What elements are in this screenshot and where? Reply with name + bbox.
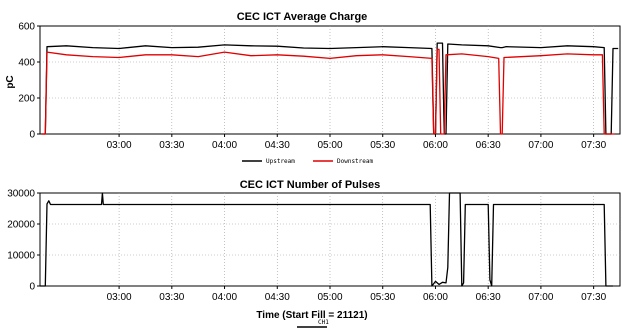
0-x-tick-label: 03:30 xyxy=(159,140,184,151)
0-x-tick-label: 07:00 xyxy=(528,140,553,151)
0-x-tick-label: 03:00 xyxy=(107,140,132,151)
1-y-tick-label: 20000 xyxy=(7,220,35,231)
0-x-tick-label: 04:30 xyxy=(265,140,290,151)
legend-number-of-pulses: CH1 xyxy=(297,319,329,328)
y-ticks-average-charge: 0 200 400 600 xyxy=(18,22,40,141)
1-x-tick-label: 04:30 xyxy=(265,292,290,303)
0-x-tick-label: 05:30 xyxy=(370,140,395,151)
1-x-tick-label: 05:00 xyxy=(317,292,342,303)
0-x-tick-label: 06:00 xyxy=(423,140,448,151)
0-y-tick-label: 600 xyxy=(18,22,35,33)
legend-label-downstream: Downstream xyxy=(337,158,374,165)
x-axis-label-time: Time (Start Fill = 21121) xyxy=(256,310,367,321)
0-y-tick-label: 0 xyxy=(29,130,35,141)
1-x-tick-label: 07:00 xyxy=(528,292,553,303)
chart-title-average-charge: CEC ICT Average Charge xyxy=(237,11,368,23)
1-y-tick-label: 30000 xyxy=(7,189,35,200)
series-line-downstream xyxy=(41,48,615,135)
x-ticks-average-charge: 03:00 03:30 04:00 04:30 05:00 05:30 06:00 06:30… xyxy=(107,134,607,151)
legend-label-upstream: Upstream xyxy=(266,158,295,165)
0-x-tick-label: 05:00 xyxy=(317,140,342,151)
0-x-tick-label: 06:30 xyxy=(476,140,501,151)
1-x-tick-label: 06:00 xyxy=(423,292,448,303)
1-x-tick-label: 05:30 xyxy=(370,292,395,303)
plot-frame-number-of-pulses xyxy=(39,192,621,287)
1-x-tick-label: 04:00 xyxy=(212,292,237,303)
number-of-pulses-chart: CEC ICT Number of Pulses 03:00 03:30 04:00… xyxy=(7,179,621,328)
series-group-number-of-pulses xyxy=(40,192,613,287)
series-line-ch1 xyxy=(40,192,613,287)
0-x-tick-label: 04:00 xyxy=(212,140,237,151)
1-x-tick-label: 03:30 xyxy=(159,292,184,303)
chart-title-number-of-pulses: CEC ICT Number of Pulses xyxy=(240,179,381,191)
1-y-tick-label: 0 xyxy=(29,282,35,293)
0-x-tick-label: 07:30 xyxy=(581,140,606,151)
0-y-tick-label: 200 xyxy=(18,94,35,105)
1-x-tick-label: 07:30 xyxy=(581,292,606,303)
average-charge-chart: CEC ICT Average Charge 03:00 03:30 04:00 04… xyxy=(5,11,621,165)
0-y-tick-label: 400 xyxy=(18,58,35,69)
legend-label-ch1: CH1 xyxy=(318,319,329,326)
1-x-tick-label: 03:00 xyxy=(107,292,132,303)
1-y-tick-label: 10000 xyxy=(7,251,35,262)
y-axis-label-pc: pC xyxy=(5,75,16,88)
x-ticks-number-of-pulses: 03:00 03:30 04:00 04:30 05:00 05:30 06:00 06:30… xyxy=(107,286,607,303)
1-x-tick-label: 06:30 xyxy=(476,292,501,303)
legend-average-charge: Upstream Downstream xyxy=(242,158,374,165)
series-group-average-charge xyxy=(41,42,619,135)
y-ticks-number-of-pulses: 0 10000 20000 30000 xyxy=(7,189,40,293)
grid-number-of-pulses xyxy=(40,193,620,286)
